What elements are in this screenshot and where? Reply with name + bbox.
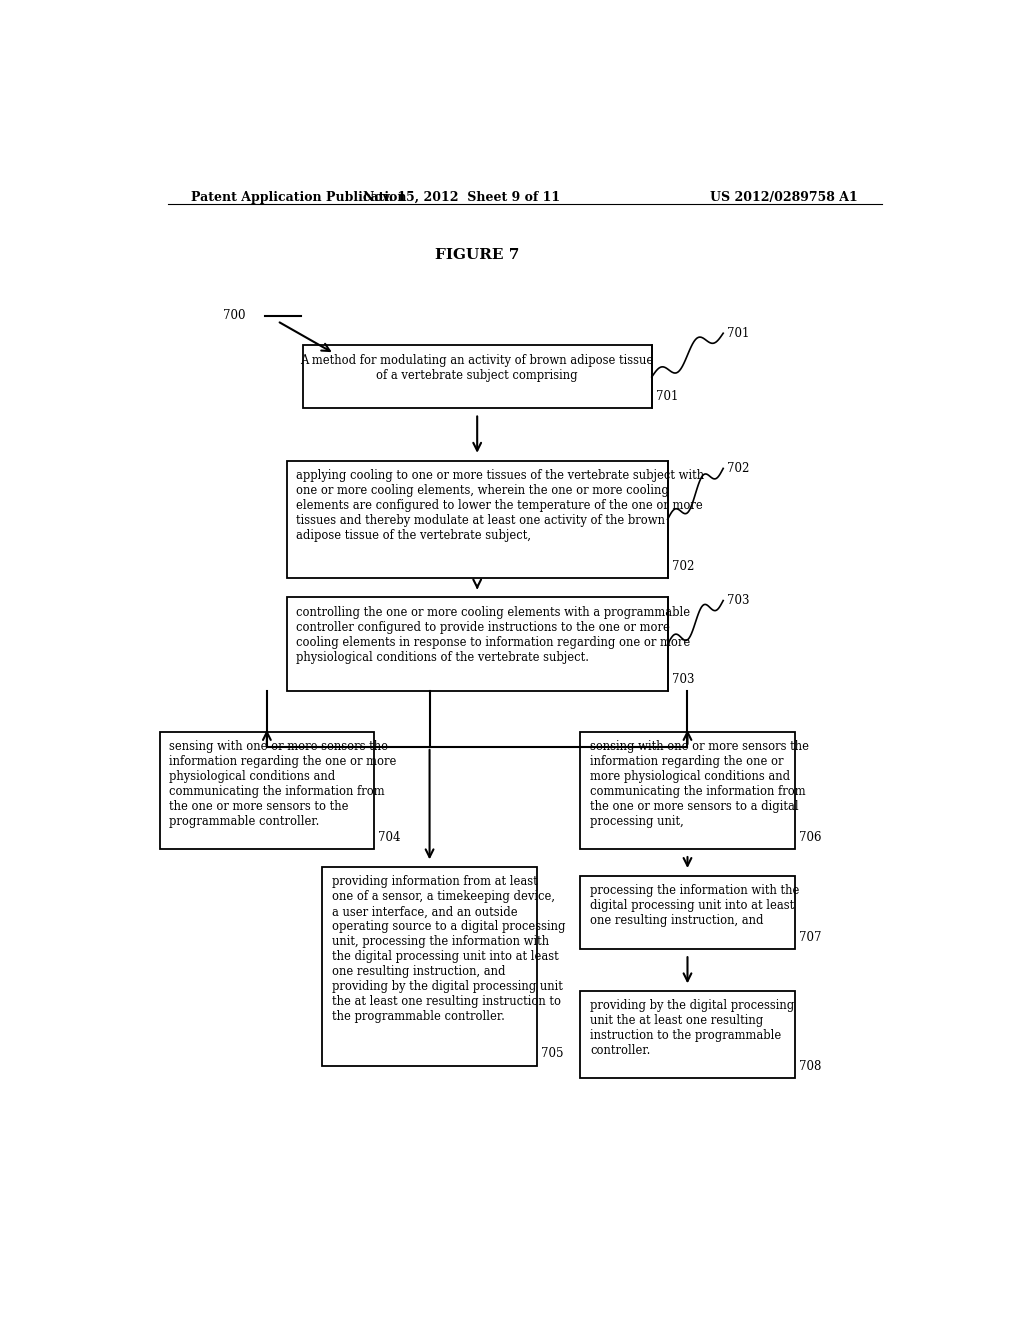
Bar — [581, 991, 795, 1077]
Text: 700: 700 — [223, 309, 246, 322]
Text: A method for modulating an activity of brown adipose tissue
of a vertebrate subj: A method for modulating an activity of b… — [301, 354, 653, 381]
Bar — [160, 733, 374, 849]
Text: processing the information with the
digital processing unit into at least
one re: processing the information with the digi… — [590, 884, 800, 927]
Text: sensing with one or more sensors the
information regarding the one or more
physi: sensing with one or more sensors the inf… — [169, 741, 396, 828]
Text: Nov. 15, 2012  Sheet 9 of 11: Nov. 15, 2012 Sheet 9 of 11 — [362, 191, 560, 203]
Text: US 2012/0289758 A1: US 2012/0289758 A1 — [711, 191, 858, 203]
Bar — [287, 461, 668, 578]
Text: 703: 703 — [672, 673, 694, 686]
Bar — [303, 346, 652, 408]
Bar — [323, 867, 537, 1065]
Bar — [581, 876, 795, 949]
Text: Patent Application Publication: Patent Application Publication — [191, 191, 407, 203]
Text: 702: 702 — [672, 560, 694, 573]
Text: 702: 702 — [727, 462, 750, 475]
Text: providing by the digital processing
unit the at least one resulting
instruction : providing by the digital processing unit… — [590, 999, 795, 1057]
Text: 701: 701 — [727, 327, 750, 339]
Text: 704: 704 — [378, 832, 400, 843]
Text: providing information from at least
one of a sensor, a timekeeping device,
a use: providing information from at least one … — [332, 875, 565, 1023]
Text: applying cooling to one or more tissues of the vertebrate subject with
one or mo: applying cooling to one or more tissues … — [296, 469, 705, 543]
Text: 705: 705 — [541, 1048, 563, 1060]
Bar — [581, 733, 795, 849]
Text: 707: 707 — [799, 931, 821, 944]
Text: 701: 701 — [655, 391, 678, 404]
Text: controlling the one or more cooling elements with a programmable
controller conf: controlling the one or more cooling elem… — [296, 606, 690, 664]
Bar — [287, 598, 668, 690]
Text: 706: 706 — [799, 832, 821, 843]
Text: FIGURE 7: FIGURE 7 — [435, 248, 519, 261]
Text: 708: 708 — [799, 1060, 821, 1073]
Text: sensing with one or more sensors the
information regarding the one or
more physi: sensing with one or more sensors the inf… — [590, 741, 809, 828]
Text: 703: 703 — [727, 594, 750, 607]
